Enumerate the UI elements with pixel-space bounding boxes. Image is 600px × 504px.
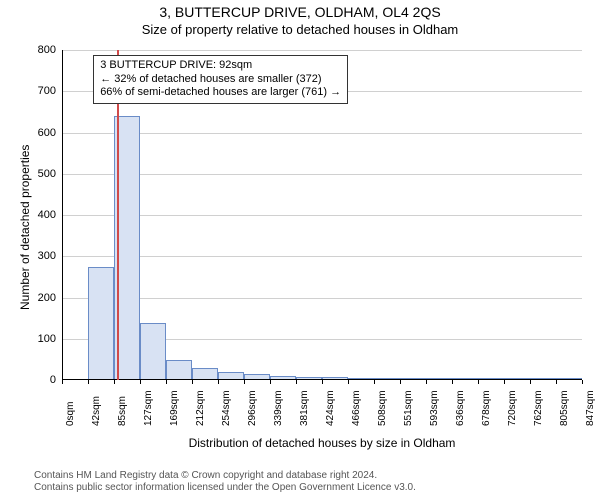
grid-line — [62, 298, 582, 299]
x-tick — [166, 380, 167, 384]
x-tick — [348, 380, 349, 384]
y-tick-label: 0 — [24, 374, 56, 386]
x-tick — [556, 380, 557, 384]
x-tick-label: 0sqm — [65, 402, 76, 426]
x-tick-label: 847sqm — [585, 390, 596, 426]
x-tick — [114, 380, 115, 384]
y-tick-label: 800 — [24, 44, 56, 56]
axis-line-bottom — [62, 379, 582, 380]
chart-container: 3, BUTTERCUP DRIVE, OLDHAM, OL4 2QS Size… — [0, 4, 600, 504]
annotation-line: 66% of semi-detached houses are larger (… — [100, 86, 341, 100]
grid-line — [62, 133, 582, 134]
x-tick — [374, 380, 375, 384]
x-tick — [88, 380, 89, 384]
x-tick-label: 381sqm — [299, 390, 310, 426]
x-tick — [530, 380, 531, 384]
x-tick — [504, 380, 505, 384]
x-tick-label: 85sqm — [117, 396, 128, 426]
x-tick-label: 339sqm — [273, 390, 284, 426]
x-axis-label: Distribution of detached houses by size … — [62, 436, 582, 450]
y-tick-label: 600 — [24, 127, 56, 139]
histogram-bar — [166, 360, 192, 380]
x-tick-label: 551sqm — [403, 390, 414, 426]
grid-line — [62, 215, 582, 216]
x-tick-label: 254sqm — [221, 390, 232, 426]
x-tick — [270, 380, 271, 384]
x-tick-label: 296sqm — [247, 390, 258, 426]
x-tick-label: 508sqm — [377, 390, 388, 426]
y-axis-label: Number of detached properties — [18, 145, 32, 310]
histogram-bar — [140, 323, 166, 380]
x-tick — [296, 380, 297, 384]
x-tick-label: 678sqm — [481, 390, 492, 426]
annotation-line: ← 32% of detached houses are smaller (37… — [100, 73, 341, 87]
annotation-box: 3 BUTTERCUP DRIVE: 92sqm← 32% of detache… — [93, 55, 348, 104]
footer-line: Contains public sector information licen… — [34, 482, 416, 494]
x-tick-label: 212sqm — [195, 390, 206, 426]
chart-title: 3, BUTTERCUP DRIVE, OLDHAM, OL4 2QS — [0, 4, 600, 20]
axis-line-left — [62, 50, 63, 380]
footer-line: Contains HM Land Registry data © Crown c… — [34, 470, 416, 482]
y-tick-label: 100 — [24, 333, 56, 345]
x-tick-label: 636sqm — [455, 390, 466, 426]
x-tick — [140, 380, 141, 384]
x-tick — [478, 380, 479, 384]
histogram-bar — [88, 267, 114, 380]
x-tick-label: 720sqm — [507, 390, 518, 426]
x-tick — [582, 380, 583, 384]
footer-text: Contains HM Land Registry data © Crown c… — [34, 470, 416, 494]
x-tick — [62, 380, 63, 384]
x-tick — [400, 380, 401, 384]
x-tick-label: 466sqm — [351, 390, 362, 426]
x-tick-label: 42sqm — [91, 396, 102, 426]
x-tick — [192, 380, 193, 384]
annotation-line: 3 BUTTERCUP DRIVE: 92sqm — [100, 59, 341, 73]
x-tick-label: 169sqm — [169, 390, 180, 426]
grid-line — [62, 50, 582, 51]
plot-area: 0100200300400500600700800Number of detac… — [62, 50, 582, 380]
grid-line — [62, 256, 582, 257]
y-tick-label: 700 — [24, 85, 56, 97]
x-tick — [426, 380, 427, 384]
x-tick — [452, 380, 453, 384]
x-tick — [218, 380, 219, 384]
chart-subtitle: Size of property relative to detached ho… — [0, 22, 600, 37]
x-tick-label: 424sqm — [325, 390, 336, 426]
x-tick-label: 762sqm — [533, 390, 544, 426]
x-tick-label: 805sqm — [559, 390, 570, 426]
grid-line — [62, 174, 582, 175]
x-tick-label: 593sqm — [429, 390, 440, 426]
x-tick — [244, 380, 245, 384]
x-tick — [322, 380, 323, 384]
x-tick-label: 127sqm — [143, 390, 154, 426]
